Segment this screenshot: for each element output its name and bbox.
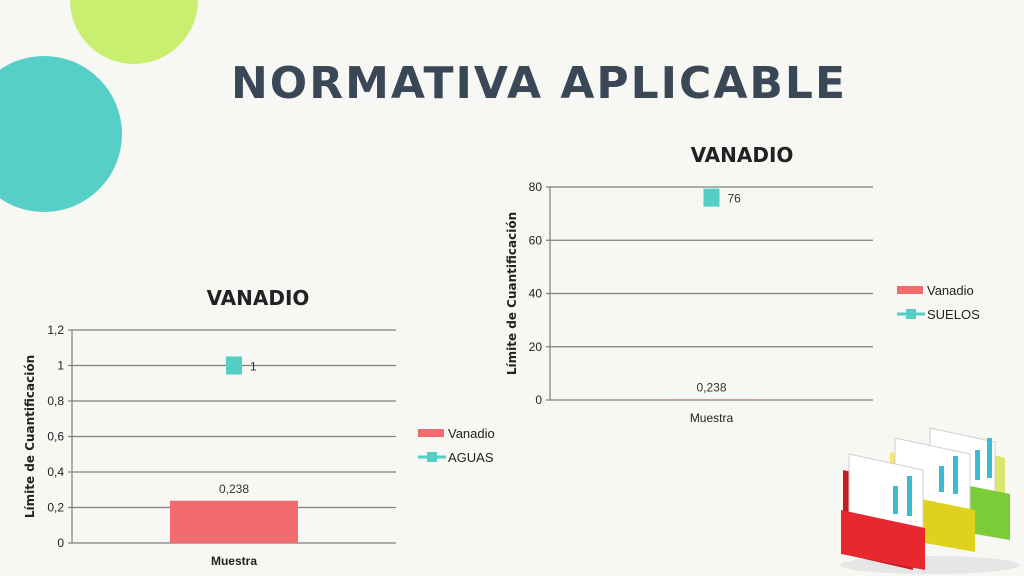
legend-label: SUELOS	[927, 307, 980, 322]
marker-data-label: 1	[250, 360, 257, 374]
y-tick-label: 40	[529, 287, 543, 301]
y-tick-label: 80	[529, 180, 543, 194]
bar-vanadio	[668, 399, 755, 400]
y-axis-label: Límite de Cuantificación	[23, 355, 37, 518]
legend-label: Vanadio	[927, 283, 974, 298]
chart-title: VANADIO	[691, 143, 794, 167]
chart-title: VANADIO	[207, 286, 310, 310]
y-tick-label: 0,8	[47, 394, 64, 408]
bar-data-label: 0,238	[219, 482, 249, 496]
y-tick-label: 20	[529, 340, 543, 354]
x-category-label: Muestra	[690, 411, 734, 425]
legend-swatch-marker	[427, 452, 437, 462]
legend-swatch-bar	[897, 286, 923, 294]
y-tick-label: 0	[57, 536, 64, 550]
y-tick-label: 1	[57, 359, 64, 373]
teal-circle	[0, 56, 122, 212]
marker-point	[226, 356, 242, 375]
marker-point	[703, 188, 720, 207]
y-tick-label: 0,2	[47, 501, 64, 515]
marker-data-label: 76	[728, 192, 742, 206]
bar-data-label: 0,238	[696, 380, 726, 394]
legend-swatch-marker	[906, 309, 916, 319]
y-axis-label: Límite de Cuantificación	[505, 212, 519, 375]
legend-swatch-bar	[418, 429, 444, 437]
y-tick-label: 0	[535, 393, 542, 407]
bar-vanadio	[170, 500, 298, 543]
green-circle	[70, 0, 198, 64]
y-tick-label: 0,6	[47, 430, 64, 444]
y-tick-label: 1,2	[47, 323, 64, 337]
legend-label: Vanadio	[448, 426, 495, 441]
slide-title: NORMATIVA APLICABLE	[230, 58, 848, 109]
legend-label: AGUAS	[448, 450, 494, 465]
x-category-label: Muestra	[211, 554, 257, 568]
y-tick-label: 60	[529, 233, 543, 247]
y-tick-label: 0,4	[47, 465, 64, 479]
folders-icon	[840, 427, 1020, 574]
